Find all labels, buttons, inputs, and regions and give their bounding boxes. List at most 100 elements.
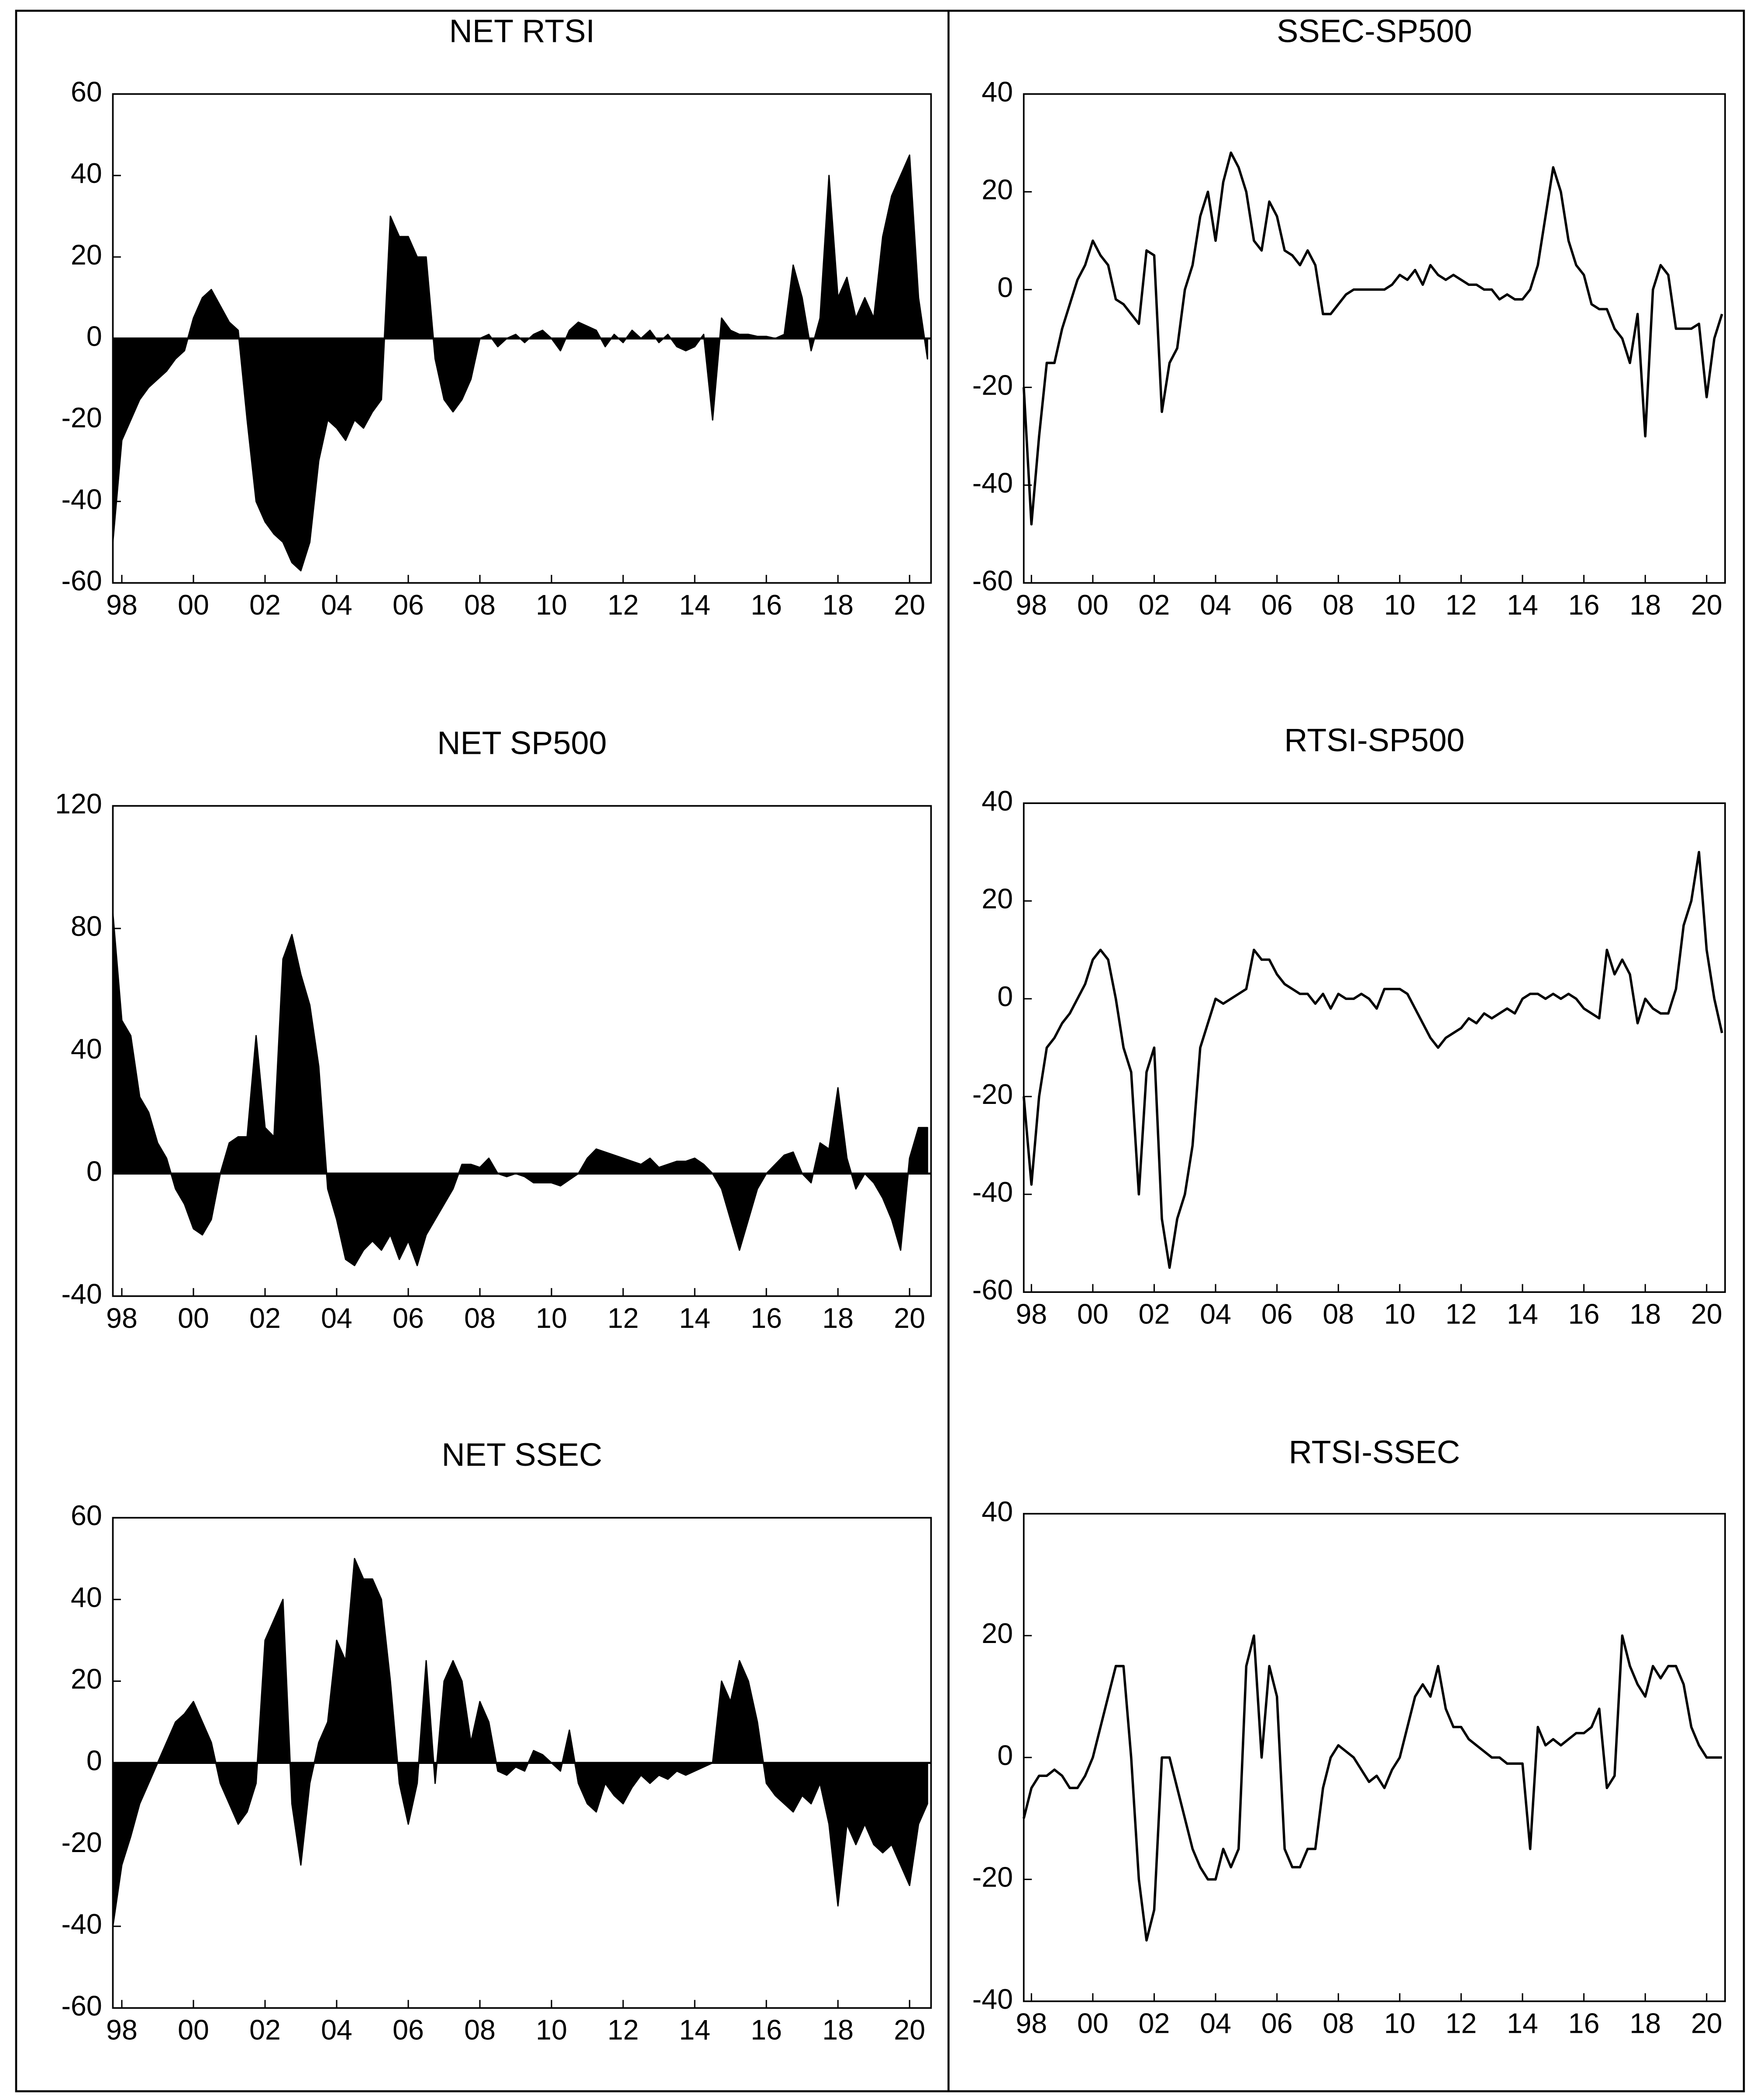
x-tick-label: 12 bbox=[607, 1303, 639, 1334]
x-tick-label: 08 bbox=[464, 2014, 496, 2046]
x-tick-label: 16 bbox=[1568, 589, 1600, 621]
x-tick-label: 20 bbox=[1691, 589, 1722, 621]
x-tick-label: 18 bbox=[822, 2014, 854, 2046]
y-tick-label: -20 bbox=[61, 402, 102, 433]
x-tick-label: 10 bbox=[1384, 2007, 1416, 2039]
x-tick-label: 04 bbox=[1200, 2007, 1231, 2039]
y-tick-label: 20 bbox=[982, 1618, 1013, 1649]
y-tick-label: 0 bbox=[86, 1745, 102, 1777]
x-tick-label: 18 bbox=[822, 1303, 854, 1334]
x-tick-label: 20 bbox=[1691, 2007, 1722, 2039]
x-tick-label: 14 bbox=[679, 1303, 710, 1334]
line bbox=[1023, 1634, 1722, 1942]
y-tick-label: 80 bbox=[71, 911, 102, 942]
x-tick-label: 08 bbox=[1323, 1299, 1354, 1330]
x-tick-label: 14 bbox=[1507, 2007, 1538, 2039]
y-tick-label: -20 bbox=[972, 1862, 1013, 1893]
x-tick-label: 04 bbox=[1200, 1299, 1231, 1330]
x-tick-label: 00 bbox=[178, 2014, 209, 2046]
x-tick-label: 14 bbox=[679, 2014, 710, 2046]
y-tick-label: -40 bbox=[61, 1908, 102, 1940]
y-tick-label: 40 bbox=[71, 1033, 102, 1065]
x-tick-label: 98 bbox=[106, 2014, 138, 2046]
x-tick-label: 12 bbox=[1446, 589, 1477, 621]
y-tick-label: 40 bbox=[982, 76, 1013, 107]
x-tick-label: 98 bbox=[106, 589, 138, 621]
line bbox=[1022, 151, 1723, 526]
y-tick-label: -60 bbox=[972, 565, 1013, 597]
y-tick-label: -20 bbox=[972, 369, 1013, 401]
x-tick-label: 00 bbox=[1077, 2007, 1109, 2039]
x-tick-label: 18 bbox=[1629, 589, 1661, 621]
plot-frame bbox=[1023, 93, 1726, 584]
x-tick-label: 02 bbox=[249, 2014, 281, 2046]
y-tick-label: 40 bbox=[71, 158, 102, 189]
y-tick-label: -40 bbox=[61, 484, 102, 515]
x-tick-label: 16 bbox=[751, 2014, 782, 2046]
plot-frame bbox=[1023, 1513, 1726, 2002]
y-tick-label: 0 bbox=[997, 272, 1013, 303]
chart-title: NET SSEC bbox=[442, 1437, 603, 1473]
x-tick-label: 18 bbox=[822, 589, 854, 621]
x-tick-label: 08 bbox=[1323, 2007, 1354, 2039]
x-tick-label: 12 bbox=[607, 2014, 639, 2046]
y-tick-label: -40 bbox=[61, 1278, 102, 1309]
y-tick-label: 20 bbox=[982, 174, 1013, 205]
x-tick-label: 98 bbox=[1016, 1299, 1047, 1330]
x-tick-label: 10 bbox=[536, 589, 567, 621]
plot-frame bbox=[112, 805, 932, 1297]
x-tick-label: 10 bbox=[1384, 1299, 1416, 1330]
x-tick-label: 14 bbox=[1507, 1299, 1538, 1330]
x-tick-label: 06 bbox=[393, 589, 424, 621]
area bbox=[112, 1558, 928, 1927]
x-tick-label: 16 bbox=[1568, 1299, 1600, 1330]
y-tick-label: -60 bbox=[972, 1274, 1013, 1306]
x-tick-label: 06 bbox=[1261, 589, 1293, 621]
chart-title: NET RTSI bbox=[449, 13, 595, 49]
chart-title: SSEC-SP500 bbox=[1277, 13, 1472, 49]
x-tick-label: 14 bbox=[679, 589, 710, 621]
chart-title: RTSI-SSEC bbox=[1289, 1434, 1460, 1470]
area bbox=[112, 912, 928, 1266]
x-tick-label: 02 bbox=[1139, 589, 1170, 621]
y-tick-label: 60 bbox=[71, 76, 102, 107]
x-tick-label: 06 bbox=[1261, 1299, 1293, 1330]
x-tick-label: 12 bbox=[1446, 2007, 1477, 2039]
x-tick-label: 06 bbox=[1261, 2007, 1293, 2039]
chart-title: RTSI-SP500 bbox=[1284, 722, 1464, 758]
area bbox=[112, 154, 928, 571]
figure-border bbox=[15, 10, 1745, 2093]
line bbox=[1022, 851, 1723, 1269]
x-tick-label: 16 bbox=[751, 589, 782, 621]
x-tick-label: 04 bbox=[321, 589, 352, 621]
x-tick-label: 16 bbox=[1568, 2007, 1600, 2039]
y-tick-label: 40 bbox=[982, 1496, 1013, 1527]
x-tick-label: 04 bbox=[321, 1303, 352, 1334]
y-tick-label: -20 bbox=[61, 1827, 102, 1858]
x-tick-label: 12 bbox=[1446, 1299, 1477, 1330]
x-tick-label: 06 bbox=[393, 2014, 424, 2046]
x-tick-label: 98 bbox=[1016, 2007, 1047, 2039]
x-tick-label: 08 bbox=[464, 589, 496, 621]
y-tick-label: -40 bbox=[972, 1983, 1013, 2015]
x-tick-label: 20 bbox=[1691, 1299, 1722, 1330]
y-tick-label: -60 bbox=[61, 565, 102, 597]
x-tick-label: 00 bbox=[1077, 1299, 1109, 1330]
x-tick-label: 08 bbox=[464, 1303, 496, 1334]
y-tick-label: -20 bbox=[972, 1079, 1013, 1110]
x-tick-label: 18 bbox=[1629, 1299, 1661, 1330]
x-tick-label: 12 bbox=[607, 589, 639, 621]
x-tick-label: 10 bbox=[536, 2014, 567, 2046]
x-tick-label: 00 bbox=[178, 589, 209, 621]
x-tick-label: 20 bbox=[894, 2014, 925, 2046]
y-tick-label: 120 bbox=[55, 788, 102, 819]
y-tick-label: 40 bbox=[71, 1581, 102, 1613]
x-tick-label: 20 bbox=[894, 1303, 925, 1334]
plot-frame bbox=[1023, 802, 1726, 1293]
x-tick-label: 14 bbox=[1507, 589, 1538, 621]
x-tick-label: 16 bbox=[751, 1303, 782, 1334]
x-tick-label: 00 bbox=[1077, 589, 1109, 621]
x-tick-label: 04 bbox=[1200, 589, 1231, 621]
y-tick-label: 20 bbox=[71, 239, 102, 271]
